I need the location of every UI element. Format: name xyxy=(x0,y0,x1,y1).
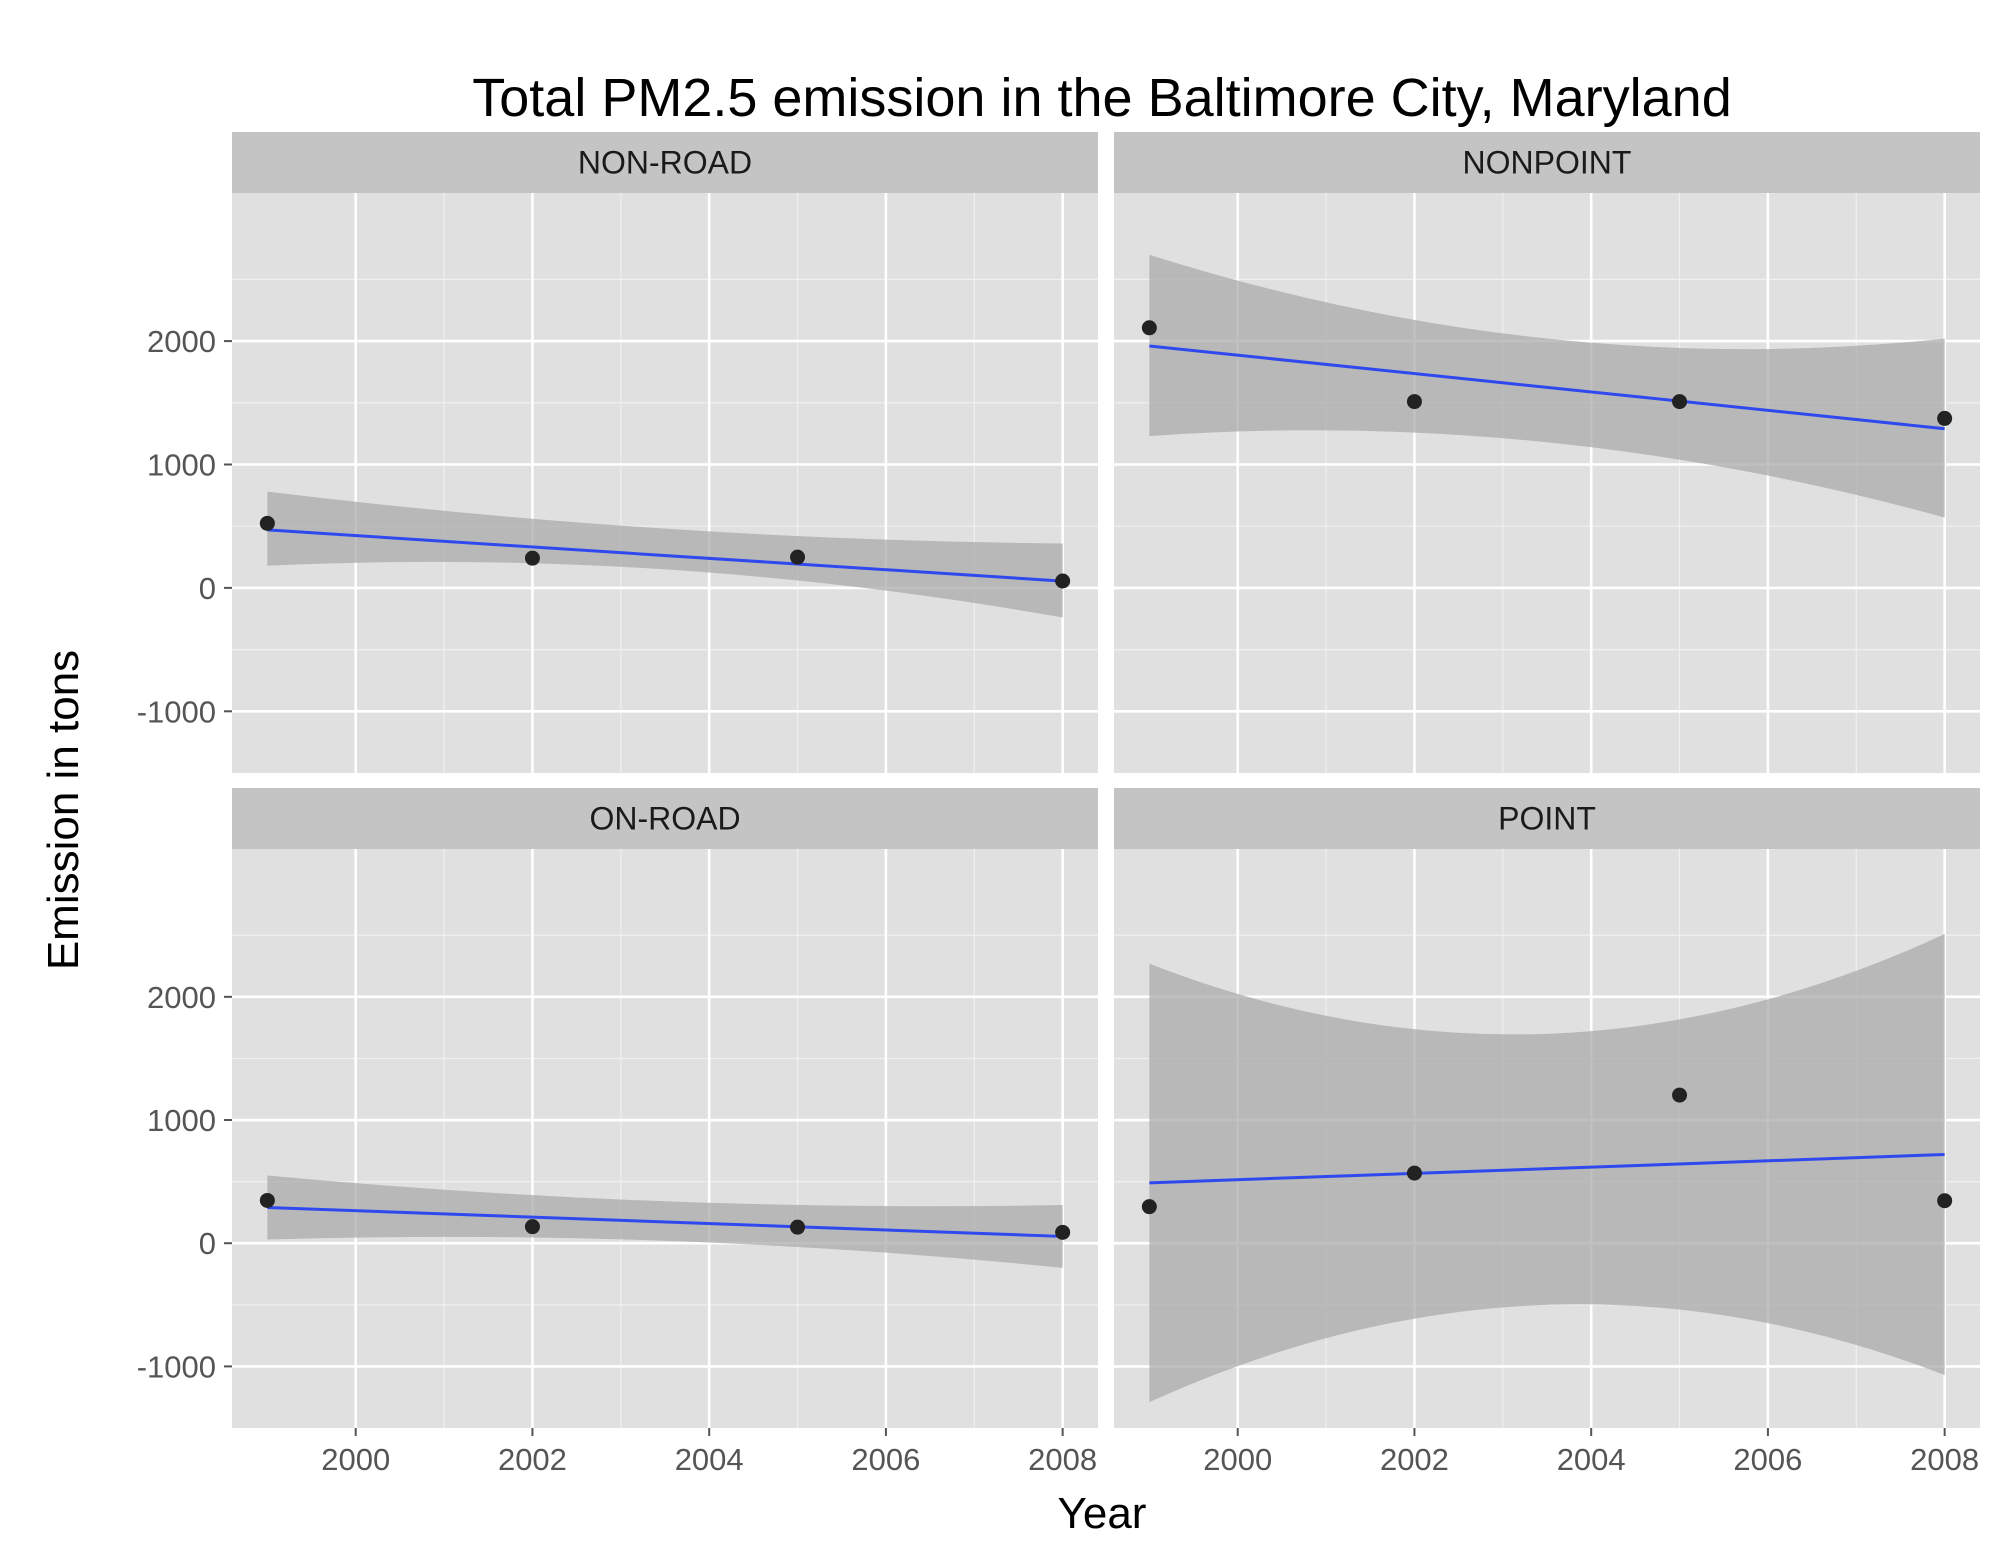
y-tick-label: -1000 xyxy=(137,694,216,729)
data-point xyxy=(790,1219,806,1235)
x-tick-label: 2000 xyxy=(1203,1442,1272,1477)
data-point xyxy=(1937,410,1953,426)
data-point xyxy=(259,1192,275,1208)
x-tick-label: 2000 xyxy=(321,1442,390,1477)
facet-strip xyxy=(232,788,1098,849)
data-point xyxy=(1055,573,1071,589)
facet-strip xyxy=(1114,788,1980,849)
data-point xyxy=(1406,1165,1422,1181)
panel-background xyxy=(232,849,1098,1428)
facet-strip xyxy=(1114,132,1980,193)
x-tick-label: 2008 xyxy=(1028,1442,1097,1477)
y-tick-label: 2000 xyxy=(147,324,216,359)
facet-nonpoint: NONPOINT xyxy=(1114,132,1980,773)
x-tick-label: 2006 xyxy=(851,1442,920,1477)
x-tick-label: 2004 xyxy=(1557,1442,1626,1477)
facet-non-road: NON-ROAD -1000 0 1000 2000 xyxy=(137,132,1098,773)
facet-label: NONPOINT xyxy=(1463,145,1632,181)
y-tick-label: 0 xyxy=(199,571,216,606)
fit-line xyxy=(1149,344,1945,431)
fit-line xyxy=(267,528,1063,583)
x-tick-label: 2002 xyxy=(498,1442,567,1477)
facet-strip xyxy=(232,132,1098,193)
x-tick-label: 2008 xyxy=(1910,1442,1979,1477)
data-point xyxy=(1672,1087,1688,1103)
data-point xyxy=(1141,320,1157,336)
facet-point: POINT 2000 2002 2004 2006 2008 xyxy=(1114,788,1980,1477)
data-point xyxy=(1937,1193,1953,1209)
x-tick-label: 2004 xyxy=(675,1442,744,1477)
facet-label: POINT xyxy=(1498,801,1596,837)
fit-line xyxy=(267,1205,1063,1238)
x-axis-title: Year xyxy=(1058,1489,1147,1538)
y-tick-label: 0 xyxy=(199,1226,216,1261)
y-tick-label: 1000 xyxy=(147,1103,216,1138)
data-point xyxy=(259,515,275,531)
data-point xyxy=(1141,1199,1157,1215)
y-axis-title: Emission in tons xyxy=(39,650,88,970)
data-point xyxy=(1672,394,1688,410)
panel-background xyxy=(232,193,1098,773)
fit-line xyxy=(1149,1153,1945,1185)
facet-label: NON-ROAD xyxy=(578,145,752,181)
data-point xyxy=(1055,1224,1071,1240)
data-point xyxy=(524,550,540,566)
data-point xyxy=(524,1219,540,1235)
y-tick-label: -1000 xyxy=(137,1349,216,1384)
y-tick-label: 1000 xyxy=(147,447,216,482)
facet-label: ON-ROAD xyxy=(589,801,740,837)
x-tick-label: 2002 xyxy=(1380,1442,1449,1477)
x-tick-label: 2006 xyxy=(1733,1442,1802,1477)
data-point xyxy=(1406,394,1422,410)
chart-title: Total PM2.5 emission in the Baltimore Ci… xyxy=(472,68,1731,128)
y-tick-label: 2000 xyxy=(147,980,216,1015)
data-point xyxy=(790,549,806,565)
facets-layer: NON-ROAD -1000 0 1000 2000 NONPOINT ON-ROAD -10… xyxy=(137,132,1980,1477)
facet-on-road: ON-ROAD -1000 0 1000 2000 2000 2002 2004 2006 200… xyxy=(137,788,1098,1477)
